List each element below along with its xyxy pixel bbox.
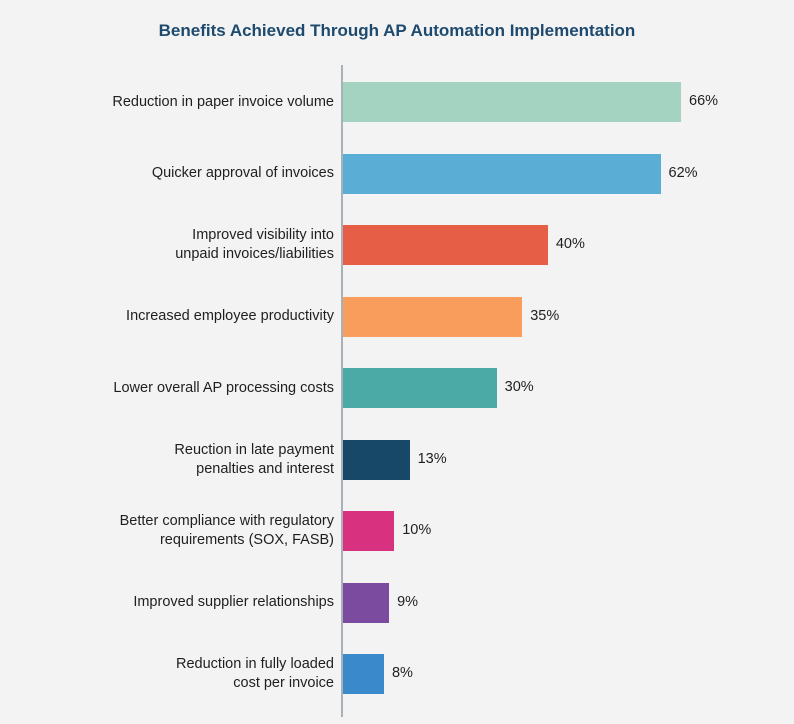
category-axis-line bbox=[341, 65, 343, 717]
chart-title: Benefits Achieved Through AP Automation … bbox=[158, 21, 636, 40]
value-label: 30% bbox=[504, 379, 534, 395]
category-label: Reduction in paper invoice volume bbox=[112, 93, 334, 110]
category-label: Lower overall AP processing costs bbox=[113, 379, 334, 396]
bar bbox=[343, 368, 497, 408]
bar bbox=[343, 296, 523, 337]
bar bbox=[343, 654, 384, 694]
value-label: 8% bbox=[391, 665, 413, 681]
value-label: 9% bbox=[397, 593, 419, 610]
value-label: 66% bbox=[689, 93, 719, 109]
category-label: Improved visibility into unpaid invoices… bbox=[175, 227, 334, 262]
value-label: 10% bbox=[402, 522, 432, 538]
value-label: 13% bbox=[417, 450, 447, 467]
bar bbox=[343, 225, 548, 265]
bar bbox=[343, 82, 681, 122]
category-label: Increased employee productivity bbox=[126, 308, 334, 324]
category-label: Improved supplier relationships bbox=[133, 594, 334, 610]
bar bbox=[343, 439, 410, 480]
bar bbox=[343, 582, 390, 623]
category-label: Reduction in fully loaded cost per invoi… bbox=[176, 656, 334, 691]
bar bbox=[343, 153, 661, 194]
value-label: 62% bbox=[668, 164, 698, 181]
category-label: Better compliance with regulatory requir… bbox=[119, 513, 334, 548]
value-label: 35% bbox=[530, 307, 560, 324]
bar bbox=[343, 511, 395, 551]
category-label: Reuction in late payment penalties and i… bbox=[174, 441, 334, 477]
category-label: Quicker approval of invoices bbox=[151, 165, 334, 181]
value-label: 40% bbox=[555, 236, 585, 252]
